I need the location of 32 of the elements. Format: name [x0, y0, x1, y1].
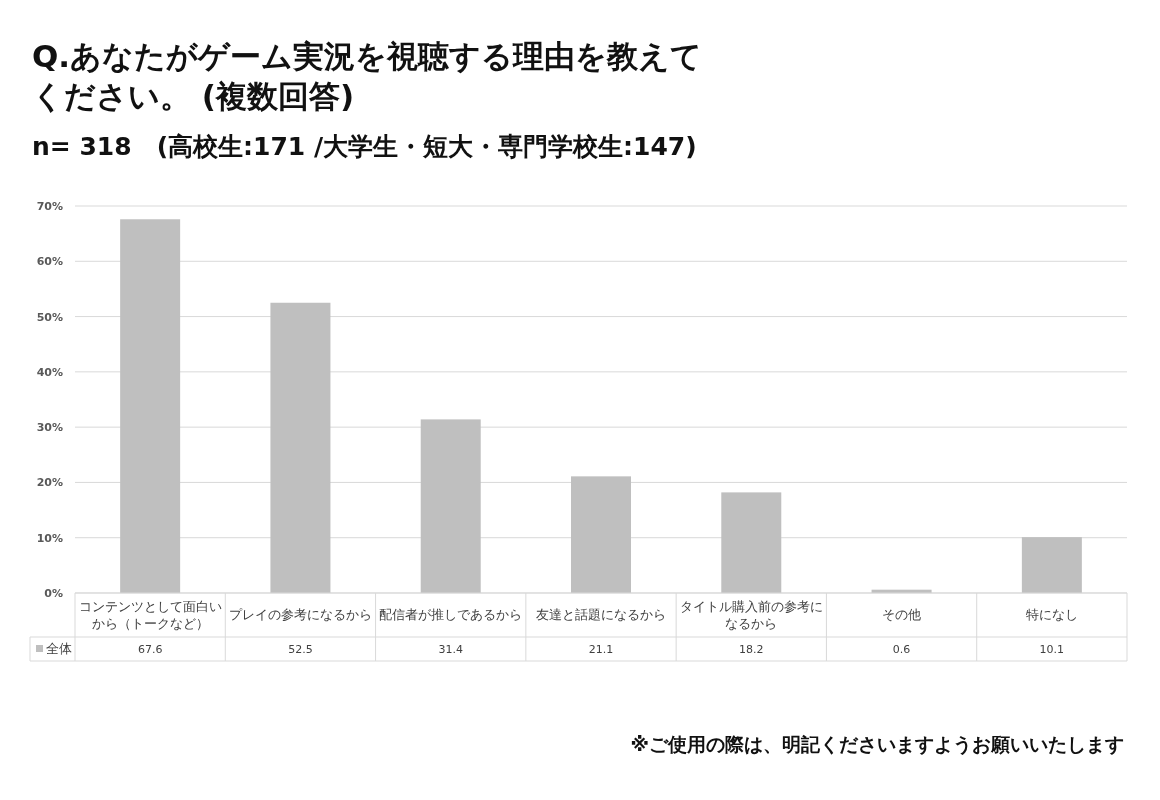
x-tick-label: タイトル購入前の参考になるから: [679, 599, 823, 631]
y-tick-label: 10%: [36, 531, 63, 545]
bar: [721, 492, 782, 593]
data-label: 52.5: [288, 643, 313, 656]
y-tick-label: 40%: [36, 365, 63, 379]
bar: [270, 302, 331, 593]
data-label: 21.1: [588, 643, 614, 656]
x-tick-label: 配信者が推しであるから: [379, 607, 523, 622]
data-label: 67.6: [137, 643, 163, 656]
legend-label: 全体: [46, 641, 72, 656]
bar: [120, 219, 181, 593]
y-tick-label: 20%: [36, 476, 63, 490]
chart-title: Q.あなたがゲーム実況を視聴する理由を教えてください。 (複数回答): [32, 37, 704, 116]
y-tick-label: 30%: [36, 421, 63, 435]
data-label: 31.4: [438, 643, 463, 656]
x-tick-label: プレイの参考になるから: [228, 607, 372, 622]
chart-subtitle: n= 318 (高校生:171 /大学生・短大・専門学校生:147): [32, 131, 697, 163]
x-tick-label: コンテンツとして面白いから（トークなど）: [78, 599, 222, 631]
y-tick-label: 0%: [44, 587, 63, 600]
x-tick-label: その他: [882, 607, 922, 622]
bar: [420, 419, 481, 593]
data-label: 10.1: [1039, 643, 1065, 656]
data-label: 0.6: [892, 643, 911, 656]
data-label: 18.2: [739, 643, 764, 656]
y-tick-label: 70%: [36, 200, 63, 213]
y-tick-label: 50%: [36, 310, 63, 324]
bar: [1021, 537, 1082, 593]
y-tick-label: 60%: [36, 255, 63, 269]
x-tick-label: 特になし: [1025, 607, 1078, 622]
text: ※ご使用の際は、明記くださいますようお願いいたします: [630, 732, 1124, 757]
bar: [571, 476, 631, 593]
x-tick-label: 友達と話題になるから: [536, 607, 666, 622]
